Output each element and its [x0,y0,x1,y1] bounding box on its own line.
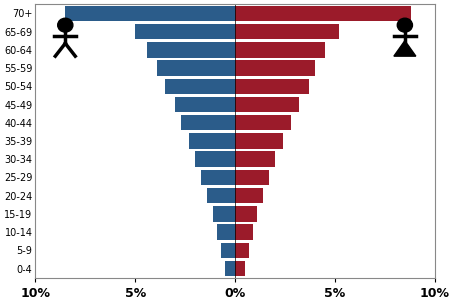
Bar [235,42,325,57]
Bar [235,5,411,21]
Bar [235,170,269,185]
Bar [235,24,339,39]
Bar [147,42,235,57]
Bar [235,133,283,149]
Circle shape [397,18,413,32]
Bar [235,97,299,112]
Bar [235,188,263,203]
Bar [189,133,235,149]
Bar [165,78,235,94]
Bar [235,224,253,240]
Bar [235,115,291,130]
Bar [235,60,315,76]
Bar [235,206,257,222]
Polygon shape [394,41,416,56]
Bar [181,115,235,130]
Bar [135,24,235,39]
Bar [235,243,249,258]
Circle shape [58,18,73,32]
Bar [225,261,235,276]
Bar [201,170,235,185]
Bar [213,206,235,222]
Bar [235,78,309,94]
Bar [217,224,235,240]
Bar [221,243,235,258]
Bar [65,5,235,21]
Bar [175,97,235,112]
Bar [207,188,235,203]
Bar [157,60,235,76]
Bar [195,151,235,167]
Bar [235,151,275,167]
Bar [235,261,245,276]
